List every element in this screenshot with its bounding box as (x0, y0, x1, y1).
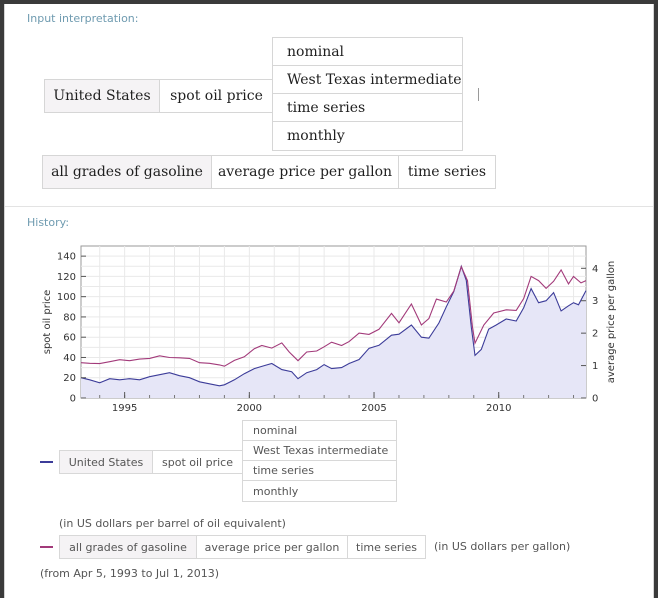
oil-area (81, 266, 586, 398)
legend-quantity-box[interactable]: spot oil price (152, 450, 243, 474)
oil-unit-note: (in US dollars per barrel of oil equival… (59, 517, 286, 530)
history-label: History: (27, 216, 70, 229)
x-tick-label: 2005 (361, 403, 386, 414)
y-axis-label: spot oil price (42, 290, 53, 355)
mode-box[interactable]: time series (398, 155, 496, 189)
y-tick-label: 20 (63, 373, 76, 384)
text-cursor (478, 88, 479, 101)
gasoline-unit-note: (in US dollars per gallon) (434, 540, 571, 553)
country-box[interactable]: United States (44, 79, 160, 113)
x-tick-label: 2010 (486, 403, 511, 414)
gasoline-swatch (40, 546, 53, 548)
legend-option-monthly[interactable]: monthly (253, 484, 299, 498)
y-tick-label: 60 (63, 333, 76, 344)
product-box[interactable]: all grades of gasoline (42, 155, 212, 189)
y-tick-label: 140 (57, 252, 76, 263)
legend-measure-box[interactable]: average price per gallon (196, 535, 348, 559)
y2-axis-label: average price per gallon (606, 261, 617, 383)
gasoline-line (80, 265, 587, 367)
x-tick-label: 1995 (112, 403, 137, 414)
option-monthly[interactable]: monthly (287, 128, 345, 144)
legend-option-wti[interactable]: West Texas intermediate (243, 441, 396, 461)
legend-product-box[interactable]: all grades of gasoline (59, 535, 197, 559)
option-time-series[interactable]: time series (273, 94, 462, 122)
legend-country-box[interactable]: United States (59, 450, 153, 474)
y-tick-label: 80 (63, 312, 76, 323)
options-stack: nominal West Texas intermediate time ser… (272, 37, 463, 151)
quantity-box[interactable]: spot oil price (159, 79, 274, 113)
option-wti[interactable]: West Texas intermediate (273, 66, 462, 94)
legend-option-time-series[interactable]: time series (243, 461, 396, 481)
date-range-note: (from Apr 5, 1993 to Jul 1, 2013) (40, 567, 219, 580)
y2-tick-label: 0 (592, 394, 598, 405)
history-chart: 1995 2000 2005 2010 0 20 40 60 80 100 120 140 0 1 2 3 4 s… (42, 245, 617, 414)
legend-mode-box[interactable]: time series (347, 535, 426, 559)
y-tick-label: 120 (57, 272, 76, 283)
section-divider (5, 206, 653, 207)
y-tick-label: 100 (57, 292, 76, 303)
measure-box[interactable]: average price per gallon (211, 155, 399, 189)
oil-line (80, 264, 587, 387)
legend-options-stack: nominal West Texas intermediate time ser… (242, 420, 397, 502)
y-tick-label: 0 (70, 394, 76, 405)
input-interpretation-label: Input interpretation: (27, 12, 139, 25)
y2-tick-label: 4 (592, 264, 598, 275)
x-tick-label: 2000 (237, 403, 262, 414)
y2-tick-label: 3 (592, 296, 598, 307)
oil-swatch (40, 461, 53, 463)
y2-tick-label: 1 (592, 361, 598, 372)
y-tick-label: 40 (63, 353, 76, 364)
legend-option-nominal[interactable]: nominal (243, 421, 396, 441)
y2-tick-label: 2 (592, 329, 598, 340)
option-nominal[interactable]: nominal (273, 38, 462, 66)
